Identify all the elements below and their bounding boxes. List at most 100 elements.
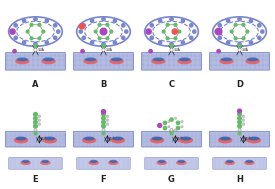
- Circle shape: [106, 37, 109, 40]
- Circle shape: [168, 125, 170, 128]
- Circle shape: [122, 36, 125, 40]
- Circle shape: [238, 120, 241, 124]
- Ellipse shape: [226, 160, 234, 163]
- Ellipse shape: [112, 137, 123, 140]
- Ellipse shape: [84, 137, 95, 140]
- Ellipse shape: [89, 160, 99, 165]
- Circle shape: [34, 120, 37, 124]
- Text: 3.4Å: 3.4Å: [174, 48, 180, 52]
- Circle shape: [158, 123, 162, 127]
- Ellipse shape: [14, 137, 28, 143]
- Circle shape: [34, 129, 37, 132]
- Circle shape: [163, 121, 167, 125]
- Circle shape: [98, 23, 101, 26]
- Ellipse shape: [247, 57, 258, 61]
- Circle shape: [102, 116, 105, 120]
- Circle shape: [172, 29, 177, 34]
- Circle shape: [82, 36, 85, 40]
- Circle shape: [170, 132, 173, 135]
- Ellipse shape: [177, 58, 192, 64]
- Text: B: B: [100, 80, 107, 89]
- Circle shape: [227, 19, 230, 22]
- Circle shape: [230, 30, 233, 33]
- Ellipse shape: [20, 160, 31, 165]
- Circle shape: [150, 24, 153, 27]
- Circle shape: [94, 30, 97, 33]
- Text: E: E: [33, 175, 38, 184]
- Circle shape: [162, 30, 165, 33]
- Circle shape: [102, 17, 105, 21]
- Circle shape: [102, 112, 105, 116]
- Circle shape: [218, 24, 221, 27]
- Circle shape: [168, 120, 170, 123]
- Circle shape: [45, 19, 48, 22]
- Circle shape: [190, 24, 193, 27]
- Ellipse shape: [244, 160, 255, 165]
- Circle shape: [81, 50, 84, 53]
- Ellipse shape: [221, 57, 232, 61]
- Circle shape: [193, 30, 196, 33]
- Circle shape: [215, 28, 222, 35]
- Circle shape: [34, 116, 37, 120]
- Circle shape: [238, 48, 241, 52]
- FancyBboxPatch shape: [6, 53, 65, 70]
- Circle shape: [102, 132, 105, 135]
- Circle shape: [170, 118, 173, 121]
- Ellipse shape: [179, 137, 193, 143]
- Circle shape: [242, 37, 245, 40]
- Ellipse shape: [109, 58, 124, 64]
- Circle shape: [34, 124, 37, 128]
- Ellipse shape: [111, 137, 125, 143]
- Ellipse shape: [153, 57, 164, 61]
- Ellipse shape: [41, 160, 49, 163]
- Ellipse shape: [40, 160, 51, 165]
- Circle shape: [102, 124, 105, 128]
- Ellipse shape: [108, 160, 119, 165]
- Ellipse shape: [82, 137, 96, 143]
- Circle shape: [234, 37, 237, 40]
- Circle shape: [125, 30, 128, 33]
- Circle shape: [238, 45, 241, 47]
- Circle shape: [261, 30, 264, 33]
- Circle shape: [258, 36, 261, 40]
- Ellipse shape: [15, 58, 30, 64]
- Circle shape: [238, 132, 241, 135]
- Ellipse shape: [150, 137, 164, 143]
- Circle shape: [181, 125, 183, 128]
- Ellipse shape: [158, 160, 166, 163]
- Text: 3.4Å: 3.4Å: [105, 48, 112, 52]
- Circle shape: [113, 41, 117, 44]
- Ellipse shape: [245, 58, 260, 64]
- Circle shape: [174, 117, 177, 119]
- Circle shape: [38, 123, 41, 125]
- Circle shape: [218, 36, 221, 40]
- Ellipse shape: [44, 137, 55, 140]
- Circle shape: [238, 109, 241, 113]
- Text: G: G: [168, 175, 175, 184]
- Circle shape: [170, 130, 173, 133]
- Circle shape: [242, 115, 245, 118]
- Circle shape: [238, 124, 241, 128]
- Circle shape: [34, 17, 37, 21]
- Circle shape: [34, 112, 37, 116]
- Circle shape: [79, 24, 84, 29]
- Circle shape: [174, 37, 177, 40]
- Ellipse shape: [220, 137, 231, 140]
- Circle shape: [170, 17, 173, 21]
- Circle shape: [106, 123, 109, 125]
- Circle shape: [13, 50, 16, 53]
- Circle shape: [227, 41, 230, 44]
- Circle shape: [234, 23, 237, 26]
- Ellipse shape: [109, 160, 117, 163]
- Ellipse shape: [156, 160, 167, 165]
- Circle shape: [110, 30, 113, 33]
- Circle shape: [82, 24, 85, 27]
- Circle shape: [238, 116, 241, 120]
- Circle shape: [98, 37, 101, 40]
- Circle shape: [258, 24, 261, 27]
- Ellipse shape: [152, 137, 163, 140]
- FancyBboxPatch shape: [210, 131, 270, 147]
- Text: 3.4Å: 3.4Å: [109, 137, 115, 141]
- Circle shape: [181, 19, 185, 22]
- FancyBboxPatch shape: [141, 53, 202, 70]
